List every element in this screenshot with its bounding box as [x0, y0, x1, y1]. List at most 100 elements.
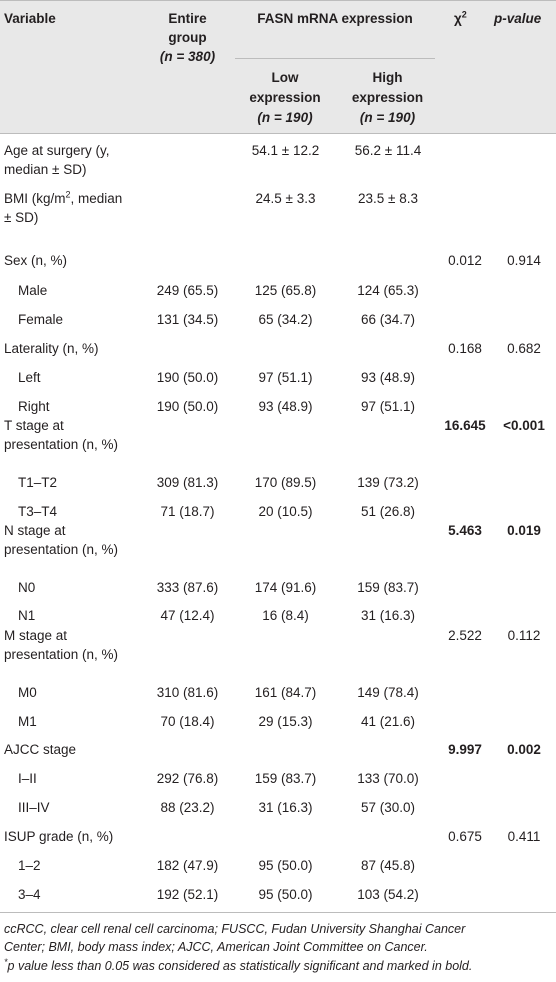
cell-chi: 0.675: [448, 829, 482, 844]
cell-high: 139 (73.2): [357, 475, 419, 490]
header-fasn: FASN mRNA expression: [257, 11, 413, 26]
cell-chi: 0.012: [448, 253, 482, 268]
cell-low: 95 (50.0): [258, 887, 313, 902]
footnote-line2: Center; BMI, body mass index; AJCC, Amer…: [4, 940, 428, 954]
row-label: N stage at: [4, 523, 66, 538]
cell-entire: 47 (12.4): [160, 608, 215, 623]
row-label: Age at surgery (y,: [4, 143, 110, 158]
row-label: III–IV: [18, 800, 50, 815]
row-label-line2: ± SD): [4, 210, 39, 225]
cell-low: 54.1 ± 12.2: [251, 143, 320, 158]
header-high-line2: expression: [351, 90, 424, 105]
cell-low: 24.5 ± 3.3: [255, 191, 316, 206]
cell-pvalue: 0.019: [507, 523, 541, 538]
row-label: T3–T4: [18, 504, 58, 519]
cell-pvalue: 0.914: [507, 253, 541, 268]
footnote-rule: [0, 912, 556, 913]
cell-low: 65 (34.2): [258, 312, 313, 327]
cell-pvalue: <0.001: [503, 418, 545, 433]
header-background: [0, 0, 556, 133]
header-low-line1: Low: [271, 70, 299, 85]
cell-low: 29 (15.3): [258, 714, 313, 729]
cell-high: 103 (54.2): [357, 887, 419, 902]
row-label: Laterality (n, %): [4, 341, 99, 356]
header-entire-n: (n = 380): [159, 49, 216, 64]
chi-superscript: 2: [461, 9, 467, 20]
row-label-tail: , median: [70, 191, 123, 206]
cell-low: 16 (8.4): [262, 608, 309, 623]
footnote-line3: *p value less than 0.05 was considered a…: [4, 957, 554, 975]
row-label-superscript: 2: [65, 189, 71, 200]
header-entire-line1: Entire: [168, 11, 207, 26]
cell-high: 23.5 ± 8.3: [358, 191, 418, 206]
cell-entire: 190 (50.0): [156, 370, 219, 385]
cell-high: 41 (21.6): [360, 714, 416, 729]
cell-entire: 71 (18.7): [160, 504, 215, 519]
cell-pvalue: 0.112: [507, 628, 541, 643]
cell-chi: 16.645: [444, 418, 486, 433]
cell-high: 66 (34.7): [360, 312, 416, 327]
footnote-asterisk: *: [4, 956, 8, 967]
fasn-underline: [235, 58, 435, 59]
row-label-line2: presentation (n, %): [4, 437, 119, 452]
row-label: M stage at: [4, 628, 68, 643]
cell-entire: 249 (65.5): [156, 283, 219, 298]
row-label-text: BMI (kg/m: [4, 191, 66, 206]
cell-entire: 192 (52.1): [156, 887, 219, 902]
cell-low: 170 (89.5): [254, 475, 317, 490]
cell-high: 159 (83.7): [357, 580, 419, 595]
row-label: Left: [18, 370, 41, 385]
header-variable: Variable: [4, 11, 56, 26]
cell-low: 31 (16.3): [258, 800, 313, 815]
row-label: 3–4: [18, 887, 41, 902]
cell-high: 31 (16.3): [360, 608, 416, 623]
cell-entire: 70 (18.4): [160, 714, 215, 729]
cell-low: 95 (50.0): [258, 858, 313, 873]
cell-low: 125 (65.8): [254, 283, 317, 298]
header-high-n: (n = 190): [359, 110, 416, 125]
cell-chi: 2.522: [448, 628, 482, 643]
row-label: ISUP grade (n, %): [4, 829, 114, 844]
row-label: Right: [18, 399, 50, 414]
row-label: T stage at: [4, 418, 64, 433]
cell-high: 56.2 ± 11.4: [354, 143, 422, 158]
header-entire-line2: group: [168, 30, 207, 45]
cell-high: 57 (30.0): [360, 800, 416, 815]
cell-pvalue: 0.682: [507, 341, 541, 356]
cell-entire: 310 (81.6): [156, 685, 219, 700]
row-label: Male: [18, 283, 48, 298]
row-label: Sex (n, %): [4, 253, 68, 268]
cell-high: 51 (26.8): [360, 504, 416, 519]
footnote-line3-text: p value less than 0.05 was considered as…: [7, 959, 473, 973]
header-bottom-rule: [0, 133, 556, 134]
row-label: M1: [18, 714, 37, 729]
chi-symbol: χ: [454, 11, 462, 26]
cell-entire: 131 (34.5): [156, 312, 219, 327]
cell-high: 124 (65.3): [357, 283, 419, 298]
row-label-line2: presentation (n, %): [4, 647, 119, 662]
footnote-line1: ccRCC, clear cell renal cell carcinoma; …: [4, 922, 466, 936]
cell-entire: 190 (50.0): [156, 399, 219, 414]
header-low-n: (n = 190): [257, 110, 313, 125]
cell-low: 97 (51.1): [258, 370, 313, 385]
row-label: T1–T2: [18, 475, 58, 490]
cell-low: 174 (91.6): [254, 580, 317, 595]
top-rule: [0, 0, 556, 1]
row-label: 1–2: [18, 858, 41, 873]
cell-chi: 5.463: [448, 523, 482, 538]
row-label-line2: median ± SD): [4, 162, 87, 177]
header-pvalue: p-value: [494, 11, 542, 26]
header-high-line1: High: [372, 70, 403, 85]
cell-pvalue: 0.411: [507, 829, 541, 844]
cell-entire: 182 (47.9): [156, 858, 219, 873]
row-label: BMI (kg/m2, median: [4, 189, 122, 208]
cell-entire: 292 (76.8): [156, 771, 219, 786]
row-label: I–II: [18, 771, 37, 786]
cell-chi: 9.997: [448, 742, 482, 757]
row-label: Female: [18, 312, 64, 327]
row-label: M0: [18, 685, 37, 700]
row-label: N1: [18, 608, 36, 623]
cell-entire: 88 (23.2): [160, 800, 215, 815]
cell-high: 133 (70.0): [357, 771, 419, 786]
row-label: N0: [18, 580, 36, 595]
